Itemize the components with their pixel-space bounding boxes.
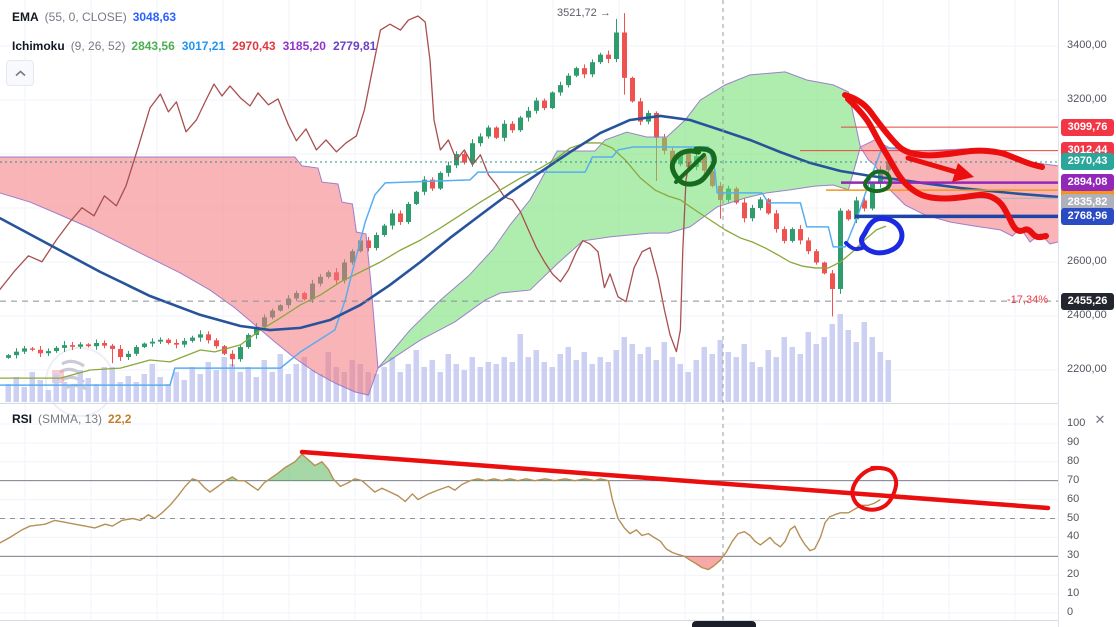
ema-indicator-name: EMA — [12, 10, 39, 24]
rsi-scale-label: 50 — [1067, 511, 1080, 524]
legend-rsi[interactable]: RSI (SMMA, 13) 22,2 — [12, 412, 131, 426]
rsi-scale-label: 90 — [1067, 435, 1080, 448]
ichimoku-value: 2970,43 — [232, 39, 276, 53]
rsi-indicator-params: (SMMA, 13) — [38, 412, 103, 426]
ema-indicator-params: (55, 0, CLOSE) — [44, 10, 127, 24]
rsi-scale-label: 10 — [1067, 587, 1080, 600]
collapse-legend-button[interactable] — [6, 60, 34, 86]
ichimoku-values: 2843,56 3017,21 2970,43 3185,20 2779,81 — [131, 39, 376, 53]
price-level-lines[interactable] — [0, 126, 1058, 302]
time-axis-separator — [0, 620, 1116, 621]
rsi-circle-annotation — [850, 465, 899, 512]
price-scale-label: 3400,00 — [1067, 39, 1107, 51]
rsi-scale-label: 80 — [1067, 454, 1080, 467]
pane-resize-handle[interactable] — [0, 403, 1116, 404]
green-circle-small-annotation — [862, 169, 893, 194]
high-price-label: 3521,72 → — [557, 7, 611, 19]
hand-drawn-annotations[interactable] — [299, 92, 1051, 512]
rsi-pane — [0, 453, 1058, 571]
rsi-indicator-name: RSI — [12, 412, 33, 426]
rsi-scale-label: 30 — [1067, 549, 1080, 562]
red-arrow-annotation — [905, 155, 959, 175]
percent-change-label: -17,34% — [1007, 294, 1048, 307]
rsi-trendline-annotation — [299, 449, 1051, 511]
price-badge: 2835,82 — [1061, 193, 1114, 211]
rsi-scale-label: 0 — [1067, 606, 1074, 618]
rsi-close-icon[interactable]: ✕ — [1094, 412, 1106, 427]
crosshair-date-tooltip — [692, 621, 756, 627]
rsi-scale-label: 70 — [1067, 473, 1080, 486]
price-badge: 2894,08 — [1061, 174, 1114, 192]
red-cloud-outline-annotation — [842, 92, 1045, 170]
rsi-scale-label: 60 — [1067, 492, 1080, 505]
legend-ema[interactable]: EMA (55, 0, CLOSE) 3048,63 — [12, 10, 176, 24]
ichimoku-indicator-params: (9, 26, 52) — [70, 39, 126, 53]
volume-bars — [5, 314, 891, 402]
ichimoku-value: 2779,81 — [332, 39, 377, 53]
price-scale-label: 3200,00 — [1067, 93, 1107, 105]
ichimoku-value: 2843,56 — [131, 39, 175, 53]
rsi-scale-label: 100 — [1067, 417, 1086, 429]
price-scale-label: 2200,00 — [1067, 363, 1107, 375]
price-badge: 2455,26 — [1061, 292, 1114, 310]
rsi-indicator-value: 22,2 — [108, 412, 132, 426]
price-badge: 2970,43 — [1061, 153, 1114, 171]
price-badge: 3099,76 — [1061, 118, 1114, 136]
price-scale[interactable]: 3400,00 3200,00 2600,00 2400,00 2200,00 3099,… — [1058, 0, 1116, 627]
grid — [0, 0, 1058, 620]
price-badge: 2768,96 — [1061, 207, 1114, 225]
price-scale-label: 2400,00 — [1067, 309, 1107, 321]
ema-indicator-value: 3048,63 — [132, 10, 177, 24]
ichimoku-indicator-name: Ichimoku — [12, 39, 65, 53]
chevron-up-icon — [14, 69, 26, 76]
chart-canvas[interactable] — [0, 0, 1058, 620]
ichimoku-value: 3185,20 — [282, 39, 326, 53]
rsi-scale-label: 40 — [1067, 530, 1080, 543]
rsi-scale-label: 20 — [1067, 568, 1080, 581]
price-scale-label: 2600,00 — [1067, 255, 1107, 267]
ichimoku-value: 3017,21 — [181, 39, 226, 53]
blue-circle-annotation — [858, 215, 905, 256]
legend-ichimoku[interactable]: Ichimoku (9, 26, 52) 2843,56 3017,21 2970,… — [12, 39, 376, 53]
